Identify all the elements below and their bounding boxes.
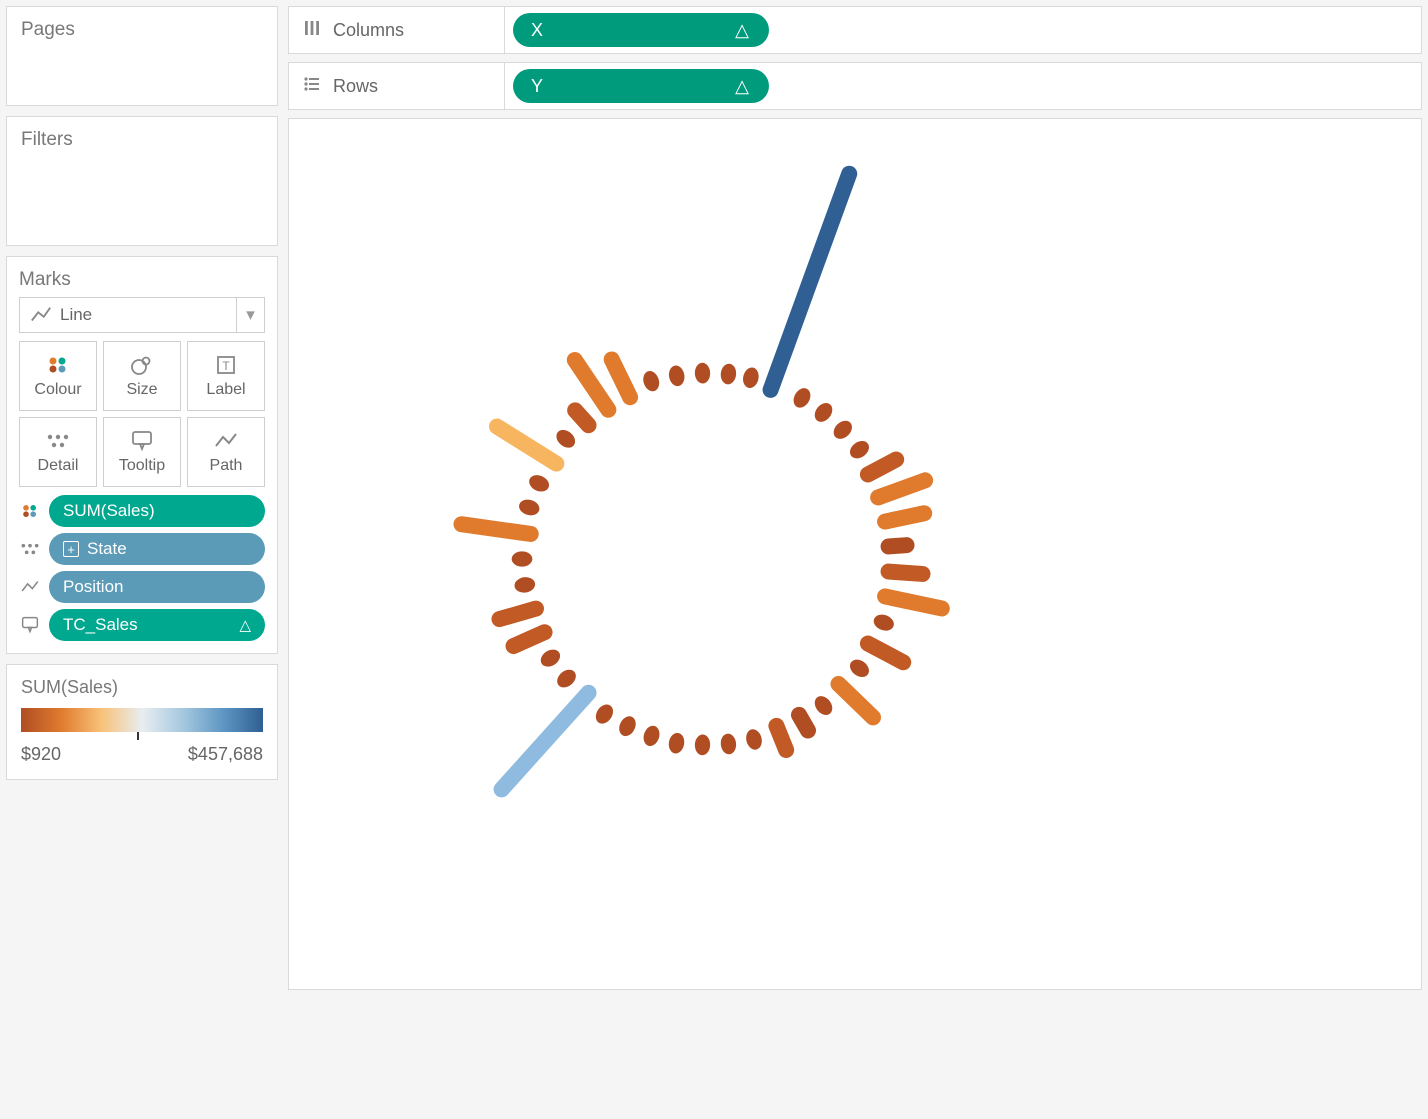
pill-tc-sales[interactable]: TC_Sales △ [49,609,265,641]
columns-label: Columns [333,20,404,41]
mark-btn-size-label: Size [126,381,157,399]
pill-row-position: Position [19,571,265,603]
detail-icon [19,542,41,556]
pill-row-sum-sales: SUM(Sales) [19,495,265,527]
mark-btn-tooltip-label: Tooltip [119,457,165,475]
delta-icon: △ [239,616,251,634]
mark-btn-colour[interactable]: Colour [19,341,97,411]
mark-btn-tooltip[interactable]: Tooltip [103,417,181,487]
radial-bar-chart [309,139,1249,969]
delta-icon: △ [735,20,749,41]
dropdown-caret-icon[interactable]: ▾ [236,298,264,332]
mark-btn-size[interactable]: Size [103,341,181,411]
rows-pill-y-label: Y [531,76,543,97]
columns-shelf[interactable]: Columns X △ [288,6,1422,54]
pill-state[interactable]: + State [49,533,265,565]
colour-icon [19,503,41,519]
columns-pill-x-label: X [531,20,543,41]
pill-position[interactable]: Position [49,571,265,603]
pill-row-tc-sales: TC_Sales △ [19,609,265,641]
pill-sum-sales-label: SUM(Sales) [63,501,155,521]
size-icon [130,353,154,377]
rows-label: Rows [333,76,378,97]
legend-gradient[interactable] [21,708,263,732]
sidebar: Pages Filters Marks Line ▾ Colour [6,6,278,990]
pages-title: Pages [21,19,265,41]
legend-max: $457,688 [188,744,263,765]
rows-shelf[interactable]: Rows Y △ [288,62,1422,110]
legend-tick[interactable] [137,732,139,740]
columns-icon [303,19,321,42]
pill-position-label: Position [63,577,123,597]
mark-btn-path-label: Path [210,457,243,475]
marks-title: Marks [19,269,267,291]
mark-buttons: Colour Size T Label [19,341,265,487]
pill-row-state: + State [19,533,265,565]
marks-pill-list: SUM(Sales) + State [19,495,265,641]
pill-sum-sales[interactable]: SUM(Sales) [49,495,265,527]
rows-icon [303,75,321,98]
legend-title: SUM(Sales) [21,677,263,698]
legend-min: $920 [21,744,61,765]
tooltip-icon [19,616,41,634]
delta-icon: △ [735,76,749,97]
colour-legend-card[interactable]: SUM(Sales) $920 $457,688 [6,664,278,780]
pages-card[interactable]: Pages [6,6,278,106]
mark-type-select[interactable]: Line ▾ [19,297,265,333]
marks-card: Marks Line ▾ Colour [6,256,278,654]
svg-text:T: T [222,359,230,373]
tooltip-icon [130,429,154,453]
path-icon [19,580,41,594]
expand-icon[interactable]: + [63,541,79,557]
path-icon [214,429,238,453]
colour-icon [47,353,69,377]
columns-pill-x[interactable]: X △ [513,13,769,47]
line-icon [30,304,52,326]
viz-canvas[interactable] [288,118,1422,990]
mark-btn-detail-label: Detail [38,457,79,475]
detail-icon [46,429,70,453]
mark-btn-detail[interactable]: Detail [19,417,97,487]
mark-btn-colour-label: Colour [34,381,81,399]
mark-btn-label-label: Label [206,381,245,399]
pill-state-label: State [87,539,127,559]
mark-type-label: Line [60,305,92,325]
label-icon: T [215,353,237,377]
mark-btn-path[interactable]: Path [187,417,265,487]
mark-btn-label[interactable]: T Label [187,341,265,411]
pill-tc-sales-label: TC_Sales [63,615,138,635]
filters-title: Filters [21,129,265,151]
filters-card[interactable]: Filters [6,116,278,246]
rows-pill-y[interactable]: Y △ [513,69,769,103]
main: Columns X △ Rows Y △ [288,6,1422,990]
